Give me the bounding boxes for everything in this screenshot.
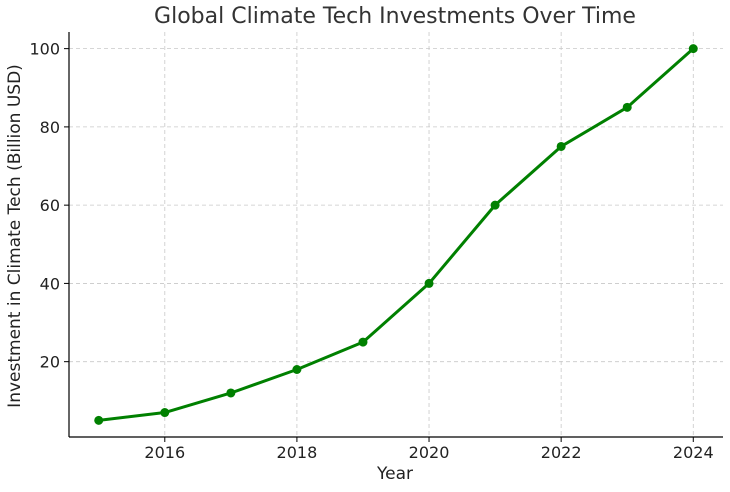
- chart-title: Global Climate Tech Investments Over Tim…: [154, 4, 636, 29]
- data-point-2017: [226, 388, 236, 398]
- x-tick-label: 2022: [541, 443, 582, 462]
- data-point-2018: [292, 365, 302, 374]
- y-tick-label: 100: [29, 40, 60, 59]
- x-tick-label: 2018: [277, 443, 318, 462]
- y-tick-label: 60: [40, 196, 60, 215]
- data-point-2024: [688, 44, 698, 54]
- x-tick-label: 2024: [673, 443, 714, 462]
- grid: [69, 32, 723, 437]
- x-tick-label: 2016: [144, 443, 185, 462]
- data-point-2023: [622, 102, 632, 112]
- series-line: [97, 47, 695, 422]
- x-tick-label: 2020: [409, 443, 450, 462]
- y-tick-label: 20: [40, 353, 60, 372]
- x-axis-label: Year: [376, 464, 413, 484]
- data-point-2015: [94, 415, 104, 425]
- y-tick-label: 80: [40, 118, 60, 137]
- data-point-2016: [160, 408, 170, 418]
- tick-labels: 2016 2018 2020 2022 2024 20 40 60 80 100: [29, 40, 713, 462]
- data-point-2021: [490, 200, 500, 210]
- y-tick-label: 40: [40, 274, 60, 293]
- data-series: [94, 44, 698, 425]
- axes: [64, 32, 723, 442]
- data-point-2022: [556, 141, 566, 151]
- y-axis-label: Investment in Climate Tech (Billion USD): [5, 64, 25, 408]
- data-point-2020: [424, 278, 434, 288]
- data-point-2019: [358, 337, 368, 347]
